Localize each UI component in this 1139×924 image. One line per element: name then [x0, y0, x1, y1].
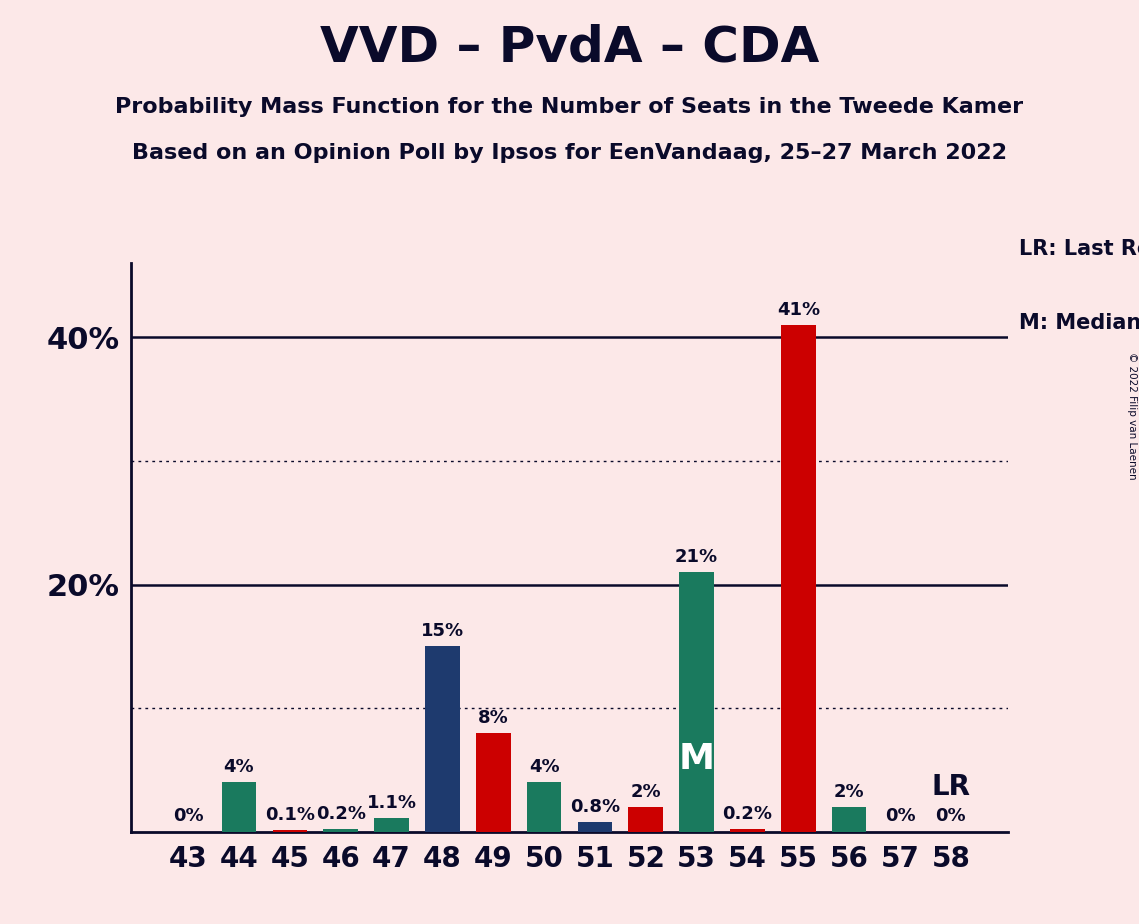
- Text: 0%: 0%: [173, 808, 204, 825]
- Bar: [272, 831, 308, 832]
- Text: M: Median: M: Median: [1019, 313, 1139, 333]
- Text: 2%: 2%: [834, 783, 865, 801]
- Bar: [425, 646, 460, 832]
- Bar: [831, 807, 867, 832]
- Text: 0.2%: 0.2%: [722, 805, 772, 823]
- Text: 4%: 4%: [528, 758, 559, 776]
- Text: M: M: [679, 742, 714, 776]
- Text: 8%: 8%: [478, 709, 509, 726]
- Text: 15%: 15%: [420, 622, 464, 640]
- Text: 0.1%: 0.1%: [265, 806, 314, 824]
- Text: 2%: 2%: [631, 783, 661, 801]
- Bar: [679, 572, 714, 832]
- Text: 4%: 4%: [223, 758, 254, 776]
- Bar: [577, 821, 613, 832]
- Text: LR: LR: [932, 772, 970, 801]
- Bar: [476, 733, 510, 832]
- Text: VVD – PvdA – CDA: VVD – PvdA – CDA: [320, 23, 819, 71]
- Bar: [323, 829, 358, 832]
- Text: Based on an Opinion Poll by Ipsos for EenVandaag, 25–27 March 2022: Based on an Opinion Poll by Ipsos for Ee…: [132, 143, 1007, 164]
- Text: © 2022 Filip van Laenen: © 2022 Filip van Laenen: [1126, 352, 1137, 480]
- Text: 0%: 0%: [885, 808, 916, 825]
- Text: 0.8%: 0.8%: [570, 797, 620, 816]
- Text: 41%: 41%: [777, 301, 820, 319]
- Text: 1.1%: 1.1%: [367, 794, 417, 812]
- Text: LR: Last Result: LR: Last Result: [1019, 238, 1139, 259]
- Bar: [527, 783, 562, 832]
- Text: 21%: 21%: [675, 548, 719, 566]
- Bar: [222, 783, 256, 832]
- Bar: [730, 829, 764, 832]
- Bar: [375, 818, 409, 832]
- Bar: [781, 325, 816, 832]
- Text: 0%: 0%: [935, 808, 966, 825]
- Text: Probability Mass Function for the Number of Seats in the Tweede Kamer: Probability Mass Function for the Number…: [115, 97, 1024, 117]
- Text: 0.2%: 0.2%: [316, 805, 366, 823]
- Bar: [629, 807, 663, 832]
